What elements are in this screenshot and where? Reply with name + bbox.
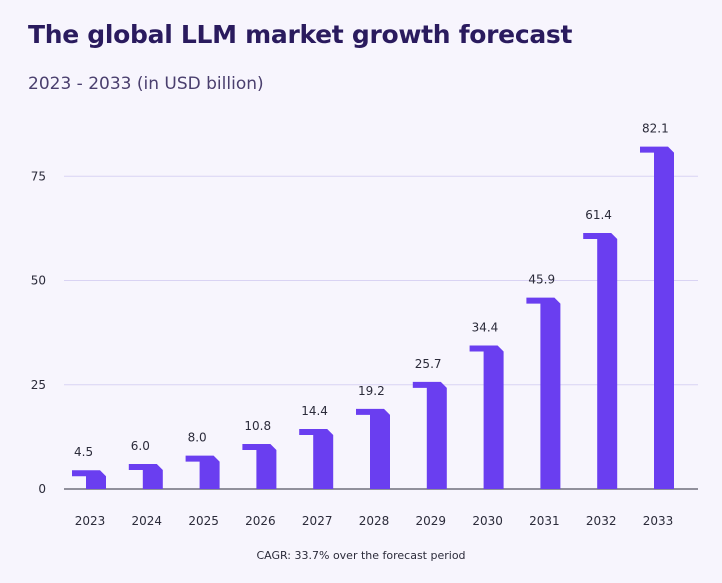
data-label-2030: 34.4 — [472, 321, 499, 335]
bar-2026 — [242, 443, 277, 489]
data-label-2024: 6.0 — [131, 439, 150, 453]
chart-footnote: CAGR: 33.7% over the forecast period — [256, 549, 466, 562]
bar-2023 — [72, 470, 106, 489]
data-label-2026: 10.8 — [244, 419, 271, 433]
y-tick-label: 75 — [31, 169, 46, 183]
bar-2028 — [356, 408, 390, 489]
bar-2024 — [128, 463, 163, 489]
bar-2025 — [185, 455, 220, 489]
chart-subtitle: 2023 - 2033 (in USD billion) — [28, 74, 264, 94]
bar-2029 — [412, 381, 447, 489]
x-tick-label-2026: 2026 — [245, 514, 276, 528]
data-label-2023: 4.5 — [74, 445, 93, 459]
x-tick-label-2032: 2032 — [586, 514, 617, 528]
bar-2027 — [299, 428, 334, 489]
data-label-2031: 45.9 — [528, 273, 555, 287]
y-tick-label: 50 — [31, 274, 46, 288]
bar-2032 — [583, 232, 618, 489]
data-label-2027: 14.4 — [301, 404, 328, 418]
y-tick-label: 0 — [38, 482, 46, 496]
x-tick-label-2024: 2024 — [132, 514, 163, 528]
data-label-2028: 19.2 — [358, 384, 385, 398]
bar-2033 — [640, 146, 674, 489]
x-tick-label-2031: 2031 — [529, 514, 560, 528]
x-tick-label-2025: 2025 — [188, 514, 219, 528]
y-tick-label: 25 — [31, 378, 46, 392]
x-tick-label-2030: 2030 — [472, 514, 503, 528]
x-tick-label-2033: 2033 — [643, 514, 674, 528]
bar-2030 — [469, 345, 504, 489]
x-tick-label-2027: 2027 — [302, 514, 333, 528]
x-tick-label-2028: 2028 — [359, 514, 390, 528]
data-label-2029: 25.7 — [415, 357, 442, 371]
bar-2031 — [526, 297, 561, 489]
x-tick-label-2023: 2023 — [75, 514, 106, 528]
data-label-2025: 8.0 — [188, 431, 207, 445]
data-label-2032: 61.4 — [585, 208, 612, 222]
chart-title: The global LLM market growth forecast — [28, 20, 573, 49]
x-tick-label-2029: 2029 — [416, 514, 447, 528]
data-label-2033: 82.1 — [642, 122, 669, 136]
